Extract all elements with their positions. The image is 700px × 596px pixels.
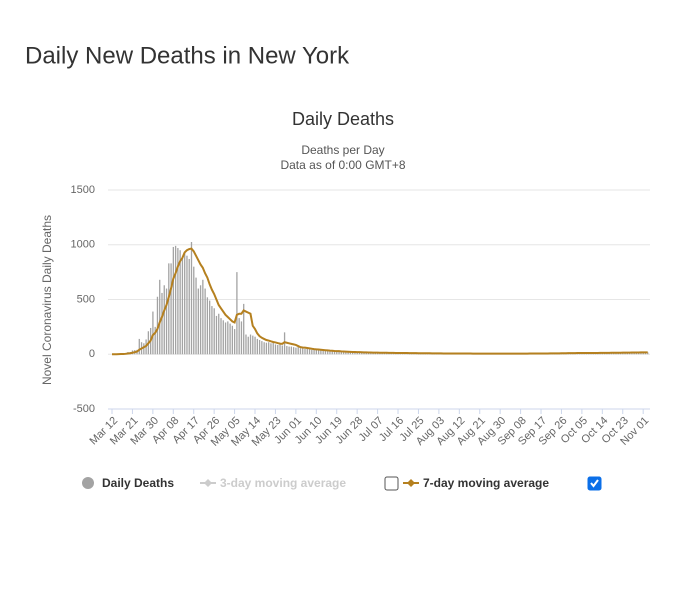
bar [250, 335, 251, 355]
bar [288, 347, 289, 355]
bar [186, 256, 187, 355]
y-tick-label: -500 [73, 403, 95, 415]
bar [316, 350, 317, 354]
bar [209, 301, 210, 355]
bar [204, 289, 205, 355]
legend-item[interactable]: Daily Deaths [82, 476, 174, 490]
bar [291, 347, 292, 355]
bar [257, 339, 258, 354]
bar [189, 259, 190, 354]
bar [207, 297, 208, 354]
bar [216, 316, 217, 354]
bar [180, 250, 181, 354]
bar [307, 349, 308, 354]
bar [211, 306, 212, 354]
bar [193, 267, 194, 355]
bar [241, 321, 242, 354]
bar [139, 339, 140, 354]
bar [143, 343, 144, 354]
bar [275, 344, 276, 354]
bar [220, 318, 221, 354]
chart-subtitle: Data as of 0:00 GMT+8 [280, 158, 405, 172]
bar [202, 280, 203, 354]
bar [277, 345, 278, 354]
bar [245, 335, 246, 355]
y-tick-label: 0 [89, 348, 95, 360]
bar [298, 347, 299, 355]
bar [229, 324, 230, 355]
bar [268, 342, 269, 354]
legend-marker [82, 477, 94, 489]
bar [214, 308, 215, 354]
bar [273, 342, 274, 354]
bar [184, 252, 185, 354]
legend-marker [204, 479, 212, 487]
legend-label[interactable]: Daily Deaths [102, 476, 174, 490]
y-axis-label: Novel Coronavirus Daily Deaths [40, 215, 54, 385]
bar [175, 246, 176, 354]
bar [225, 322, 226, 354]
bar [173, 247, 174, 354]
bar [168, 263, 169, 354]
bar [252, 336, 253, 355]
legend-item[interactable]: 3-day moving average [200, 476, 346, 490]
bar [195, 278, 196, 355]
bar [302, 348, 303, 355]
y-tick-label: 1500 [71, 184, 95, 196]
bar [234, 329, 235, 354]
bar [239, 318, 240, 354]
bar [161, 293, 162, 354]
bar [164, 285, 165, 354]
chart-title: Daily Deaths [292, 109, 394, 129]
y-tick-label: 500 [77, 293, 95, 305]
bar [227, 321, 228, 354]
checkbox[interactable] [385, 477, 398, 490]
bar [191, 242, 192, 354]
legend-marker [407, 479, 415, 487]
line [112, 249, 648, 355]
bar [198, 289, 199, 355]
bar [254, 337, 255, 355]
bar [218, 314, 219, 355]
bar [166, 289, 167, 355]
bar [293, 347, 294, 354]
bar [270, 343, 271, 354]
bar [232, 326, 233, 354]
bar [300, 348, 301, 354]
bar [182, 258, 183, 354]
bar [152, 312, 153, 355]
y-tick-label: 1000 [71, 239, 95, 251]
bar [263, 342, 264, 354]
bar [311, 350, 312, 354]
bar [266, 343, 267, 354]
bar [279, 344, 280, 354]
chart-subtitle: Deaths per Day [301, 143, 384, 157]
legend-label[interactable]: 3-day moving average [220, 476, 346, 490]
bar [304, 349, 305, 354]
bar [295, 348, 296, 355]
bar [170, 263, 171, 354]
bar [159, 280, 160, 354]
bar [282, 345, 283, 354]
bar [286, 346, 287, 354]
bar [200, 285, 201, 354]
legend-item[interactable]: 7-day moving average [403, 476, 549, 490]
bar [248, 337, 249, 355]
legend-label[interactable]: 7-day moving average [423, 476, 549, 490]
bar [309, 349, 310, 354]
bar [325, 351, 326, 354]
bar [259, 340, 260, 354]
bar [236, 272, 237, 354]
bar [261, 341, 262, 354]
bar [223, 320, 224, 354]
page-title: Daily New Deaths in New York [25, 42, 350, 69]
bar [318, 350, 319, 354]
